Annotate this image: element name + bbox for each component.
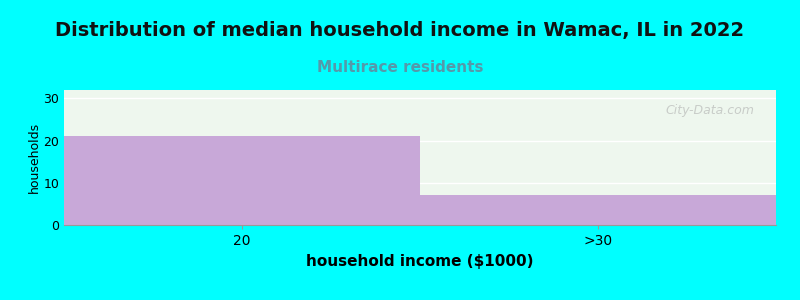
Text: City-Data.com: City-Data.com <box>666 104 754 117</box>
Y-axis label: households: households <box>27 122 41 193</box>
Bar <box>64 136 420 225</box>
Bar <box>420 196 776 225</box>
X-axis label: household income ($1000): household income ($1000) <box>306 254 534 268</box>
Text: Multirace residents: Multirace residents <box>317 60 483 75</box>
Text: Distribution of median household income in Wamac, IL in 2022: Distribution of median household income … <box>55 21 745 40</box>
